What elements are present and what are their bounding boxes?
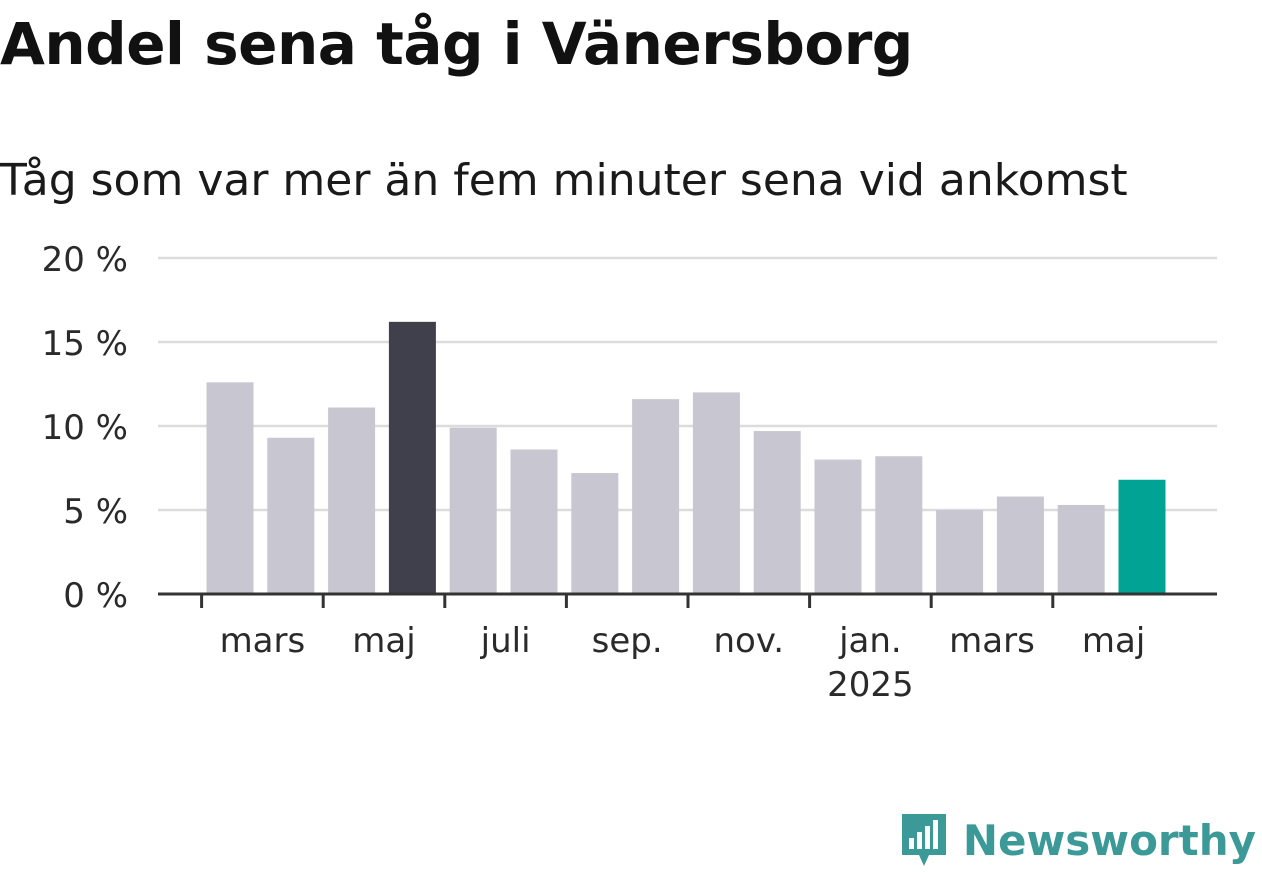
bar-2024-09	[632, 399, 680, 594]
bar-2025-03	[996, 496, 1044, 594]
y-tick-label: 20 %	[42, 240, 128, 280]
bar-2024-02	[206, 382, 254, 594]
bar-chart: 0 % 5 % 10 % 15 % 20 % mars maj juli sep. nov. jan…	[42, 240, 1217, 705]
chart-subtitle: Tåg som var mer än fem minuter sena vid …	[0, 155, 1128, 206]
y-tick-label: 10 %	[42, 408, 128, 448]
bar-2024-03	[267, 437, 315, 594]
x-tick-sublabel: 2025	[827, 665, 914, 705]
bar-2025-01	[875, 456, 923, 594]
x-tick-label: mars	[220, 621, 306, 661]
newsworthy-brand: Newsworthy	[899, 811, 1256, 869]
bar-2025-05	[1118, 479, 1166, 594]
brand-name: Newsworthy	[962, 815, 1256, 865]
bar-2024-12	[814, 459, 862, 594]
bar-2024-11	[753, 431, 801, 594]
bar-2024-04	[328, 407, 376, 594]
bar-2024-10	[692, 392, 740, 594]
x-tick-label: jan.	[838, 621, 902, 661]
bar-2024-06	[449, 427, 497, 594]
y-tick-label: 15 %	[42, 324, 128, 364]
x-tick-label: juli	[480, 621, 531, 661]
x-tick-label: sep.	[592, 621, 663, 661]
y-tick-label: 5 %	[63, 492, 128, 532]
x-tick-label: nov.	[713, 621, 784, 661]
bar-2025-02	[936, 510, 984, 594]
bar-2024-05	[388, 321, 436, 594]
bar-2024-07	[510, 449, 558, 594]
bar-2025-04	[1057, 504, 1105, 594]
bar-2024-08	[571, 473, 619, 594]
y-tick-label: 0 %	[63, 576, 128, 616]
x-tick-label: maj	[352, 621, 415, 661]
x-tick-label: maj	[1082, 621, 1145, 661]
newsworthy-logo-icon	[901, 814, 946, 866]
x-tick-label: mars	[949, 621, 1035, 661]
chart-title: Andel sena tåg i Vänersborg	[0, 10, 913, 78]
